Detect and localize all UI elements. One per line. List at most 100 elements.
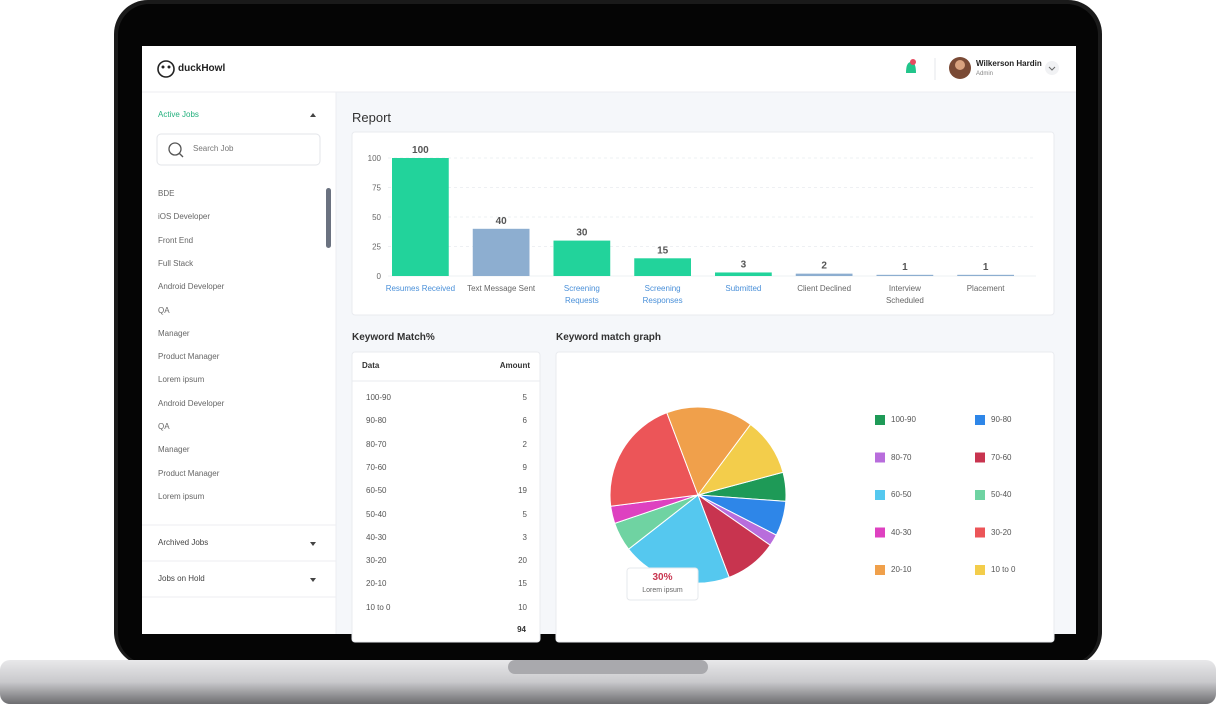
bar-value-label: 3: [741, 259, 747, 270]
row-label: 50-40: [366, 509, 387, 519]
job-item[interactable]: QA: [158, 422, 170, 431]
row-value: 6: [522, 416, 527, 426]
search-icon: [168, 142, 182, 156]
section-toggle[interactable]: Active Jobs: [158, 110, 199, 119]
row-value: 15: [518, 579, 527, 589]
row-value: 19: [518, 486, 527, 496]
job-item[interactable]: Manager: [158, 328, 190, 338]
bar: [795, 273, 853, 276]
x-tick-label: Screening Responses: [642, 284, 683, 305]
caret-down[interactable]: [310, 542, 316, 546]
logo-eye: [167, 65, 171, 69]
section-title: Keyword Match%: [352, 332, 435, 343]
job-item[interactable]: BDE: [158, 189, 175, 198]
legend-label: 20-10: [891, 565, 912, 574]
row-label: 10 to 0: [366, 602, 391, 612]
legend-swatch: [975, 415, 985, 425]
legend-label: 30-20: [991, 527, 1012, 537]
row-label: 90-80: [366, 416, 387, 426]
row-label: 40-30: [366, 532, 387, 542]
row-label: 60-50: [366, 486, 387, 496]
row-label: 80-70: [366, 439, 387, 449]
legend-label: 90-80: [991, 415, 1012, 424]
row-label: 70-60: [366, 462, 387, 472]
bar: [876, 274, 934, 276]
user-menu-toggle[interactable]: [1045, 61, 1059, 75]
legend-swatch: [975, 452, 985, 463]
row-value: 5: [522, 509, 527, 519]
brand: duckHowl: [178, 63, 226, 74]
job-item[interactable]: Product Manager: [158, 468, 220, 478]
notification-dot: [910, 59, 916, 65]
search-icon-handle: [178, 152, 184, 158]
bar: [634, 258, 691, 276]
search-box[interactable]: [156, 133, 321, 166]
x-tick-label: Placement: [966, 284, 1005, 293]
job-item[interactable]: Product Manager: [158, 352, 220, 362]
row-label: 20-10: [366, 579, 387, 589]
chevron: [1048, 66, 1056, 71]
pie-slice: [666, 406, 752, 497]
caret-down[interactable]: [310, 578, 316, 582]
row-value: 3: [522, 532, 527, 542]
legend-swatch: [875, 565, 885, 575]
section-toggle[interactable]: Archived Jobs: [158, 538, 209, 547]
row-value: 20: [518, 556, 527, 566]
bar: [715, 272, 772, 276]
section-toggle[interactable]: Jobs on Hold: [158, 574, 205, 583]
tooltip-value: 30%: [652, 572, 673, 583]
caret-up[interactable]: [310, 113, 316, 117]
y-tick-label: 75: [372, 184, 381, 193]
section-title: Report: [352, 110, 392, 125]
x-tick-label: Screening Requests: [563, 284, 600, 305]
user-role: Admin: [976, 71, 994, 77]
job-item[interactable]: Manager: [158, 445, 190, 455]
job-item[interactable]: Lorem ipsum: [158, 491, 205, 501]
legend-swatch: [975, 527, 985, 538]
job-item[interactable]: QA: [158, 305, 170, 315]
avatar-face: [955, 60, 965, 70]
row-label: 100-90: [366, 393, 391, 402]
tooltip: [626, 567, 699, 601]
bar: [392, 158, 449, 276]
bar-value-label: 30: [576, 228, 588, 239]
bar-value-label: 15: [657, 245, 669, 256]
job-item[interactable]: Full Stack: [158, 258, 194, 268]
legend-swatch: [875, 527, 885, 538]
logo-icon: [157, 60, 175, 78]
x-tick-label: Resumes Received: [385, 284, 456, 293]
legend-label: 50-40: [991, 490, 1012, 499]
job-item[interactable]: Lorem ipsum: [158, 375, 205, 385]
x-tick-label: Submitted: [725, 284, 762, 293]
scrollbar[interactable]: [326, 188, 331, 248]
legend-swatch: [875, 490, 885, 500]
legend-label: 40-30: [891, 527, 912, 537]
row-label: 30-20: [366, 556, 387, 566]
y-tick-label: 50: [372, 213, 381, 222]
bar: [472, 228, 530, 276]
job-item[interactable]: Front End: [158, 235, 194, 245]
bar-value-label: 100: [412, 145, 429, 156]
row-value: 5: [522, 393, 527, 402]
bar-value-label: 40: [496, 216, 508, 227]
job-item[interactable]: Android Developer: [158, 282, 225, 292]
legend-swatch: [875, 452, 885, 463]
job-item[interactable]: Android Developer: [158, 398, 225, 408]
y-tick-label: 100: [368, 154, 382, 163]
legend-swatch: [875, 415, 885, 425]
bar-value-label: 2: [821, 261, 827, 272]
table-card: [351, 351, 541, 643]
legend-label: 60-50: [891, 490, 912, 499]
logo-eye: [161, 65, 165, 69]
y-tick-label: 0: [377, 272, 382, 281]
tooltip-text: Lorem ipsum: [642, 587, 683, 594]
legend-label: 80-70: [891, 452, 912, 462]
job-item[interactable]: iOS Developer: [158, 212, 211, 222]
pie-slice: [696, 423, 784, 496]
laptop-base: [0, 660, 1216, 704]
x-tick-label: Client Declined: [797, 284, 852, 293]
y-tick-label: 25: [372, 243, 381, 252]
column-header: Data: [362, 361, 380, 370]
